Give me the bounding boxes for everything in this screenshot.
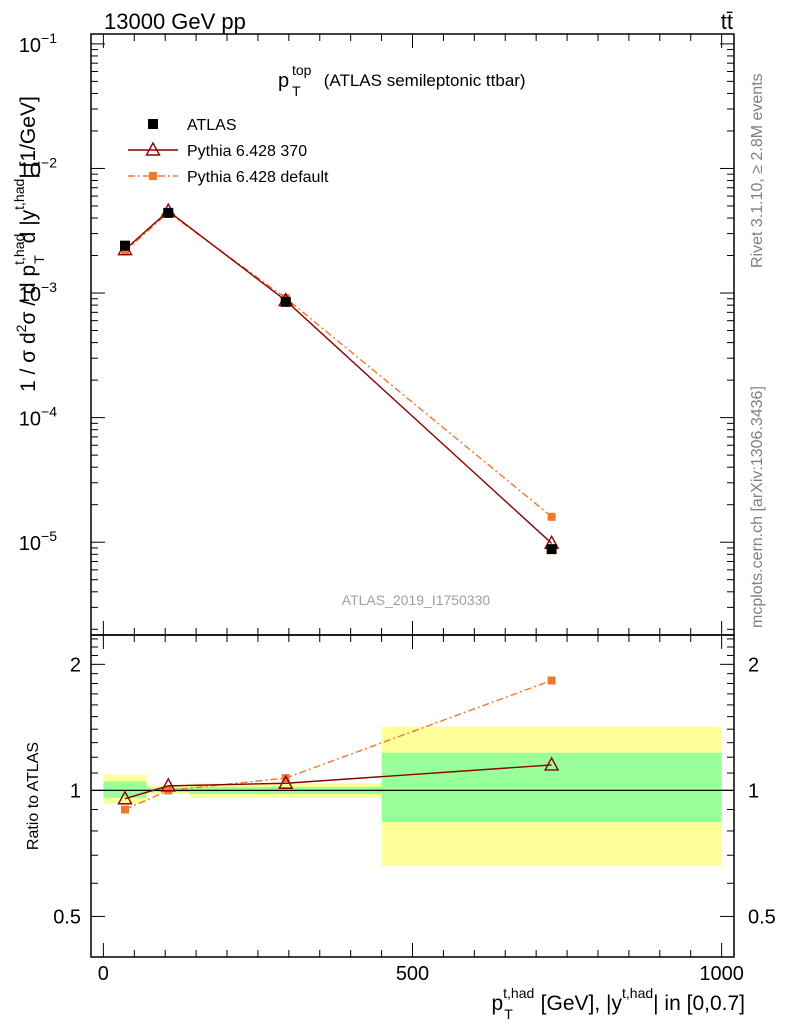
title-p: p [278,70,289,92]
main-y-tick-label: 10−4 [19,404,57,431]
rivet-label: Rivet 3.1.10, ≥ 2.8M events [749,73,766,268]
ratio-y-tick-label-right: 0.5 [748,906,776,928]
title-sup: top [292,62,312,78]
title-rest: (ATLAS semileptonic ttbar) [319,71,526,90]
ratio-y-tick-label: 2 [70,654,81,676]
x-tick-label: 1000 [699,963,744,985]
main-series-line [124,211,553,518]
ratio-data-point [547,676,556,685]
ratio-y-tick-label: 1 [70,780,81,802]
energy-label: 13000 GeV pp [104,9,246,34]
main-data-point [163,207,174,218]
legend-label: ATLAS [187,117,237,134]
main-y-tick-label: 10−5 [19,528,57,555]
legend-label: Pythia 6.428 default [187,169,329,186]
ratio-y-tick-label: 0.5 [53,906,81,928]
main-data-point [546,544,557,555]
ratio-data-point [160,777,176,792]
legend-label: Pythia 6.428 370 [187,143,307,160]
ratio-band-inner [381,752,722,823]
main-x-ticks [102,34,723,635]
svg-text:p: p [278,70,289,92]
x-tick-label: 0 [98,963,109,985]
main-y-tick-label: 10−3 [19,279,57,306]
ratio-series-line [124,764,552,800]
legend: ATLAS Pythia 6.428 370 Pythia 6.428 defaul… [128,117,329,186]
ratio-series [117,676,560,814]
legend-marker [145,141,161,156]
main-y-axis: 10−5 10−4 10−3 10−2 10−1 [19,30,734,630]
main-data-point [280,296,291,307]
main-y-tick-label: 10−1 [19,30,57,57]
ratio-data-point [281,774,290,783]
title-sub: T [292,83,301,99]
ratio-y-tick-label-right: 1 [748,780,759,802]
main-series [117,202,560,555]
ratio-data-point [278,774,294,789]
ratio-bands [103,726,722,866]
main-panel: p top T (ATLAS semileptonic ttbar) ATLAS… [11,30,735,636]
ratio-y-tick-label-right: 2 [748,654,759,676]
legend-marker [148,119,158,129]
main-data-point [121,247,130,256]
ratio-x-axis: 0 500 1000 [98,635,744,985]
ratio-band-inner [103,781,147,798]
ratio-data-point [543,756,560,771]
main-series-line [124,210,553,544]
ratio-data-point [117,790,133,805]
process-label: tt̄ [721,9,733,34]
ratio-y-axis: 0.5 0.5 1 1 2 2 [53,638,776,958]
ratio-data-point [121,805,130,814]
main-title: p top T (ATLAS semileptonic ttbar) [278,62,526,99]
mcplots-label: mcplots.cern.ch [arXiv:1306.3436] [749,386,766,628]
x-tick-label: 500 [396,963,429,985]
ratio-panel: 0.5 0.5 1 1 2 2 0 500 1000 Ratio to ATLAS pt,ha… [25,634,776,1022]
watermark: ATLAS_2019_I1750330 [342,592,491,608]
main-data-point [547,512,556,521]
main-data-point [120,240,131,251]
x-axis-label: pt,had T [GeV], |yt,had| in [0,0.7] [491,985,745,1022]
legend-marker [149,172,157,180]
main-ylabel: 1 / σ d2σ / d pt,had T d |yt,had| [1/GeV] [11,96,47,392]
main-y-tick-label: 10−2 [19,154,57,181]
ratio-ylabel: Ratio to ATLAS [25,742,42,850]
